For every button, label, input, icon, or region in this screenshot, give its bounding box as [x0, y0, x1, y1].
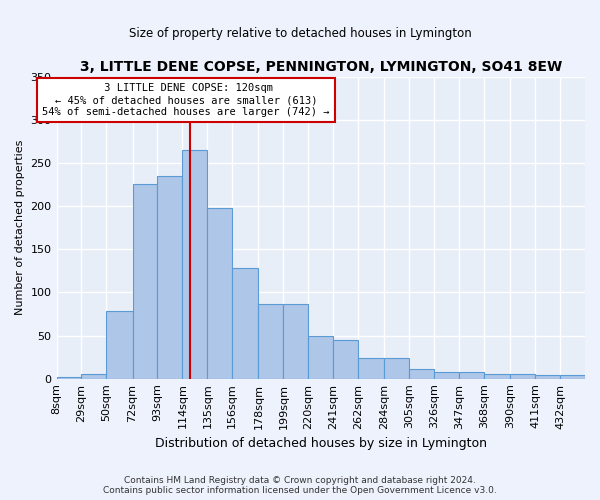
Bar — [385, 358, 409, 378]
Bar — [182, 150, 208, 378]
Bar — [510, 374, 535, 378]
Bar — [484, 374, 510, 378]
Bar — [106, 312, 133, 378]
Bar — [157, 176, 182, 378]
Bar — [208, 208, 232, 378]
Bar — [232, 268, 259, 378]
Bar — [459, 372, 484, 378]
Bar — [259, 304, 283, 378]
Y-axis label: Number of detached properties: Number of detached properties — [15, 140, 25, 316]
Bar — [133, 184, 157, 378]
Text: Contains HM Land Registry data © Crown copyright and database right 2024.
Contai: Contains HM Land Registry data © Crown c… — [103, 476, 497, 495]
Bar — [409, 369, 434, 378]
Bar — [82, 374, 106, 378]
Bar — [56, 377, 82, 378]
Bar — [308, 336, 333, 378]
Text: 3 LITTLE DENE COPSE: 120sqm
← 45% of detached houses are smaller (613)
54% of se: 3 LITTLE DENE COPSE: 120sqm ← 45% of det… — [42, 84, 330, 116]
Bar — [434, 372, 459, 378]
Title: 3, LITTLE DENE COPSE, PENNINGTON, LYMINGTON, SO41 8EW: 3, LITTLE DENE COPSE, PENNINGTON, LYMING… — [80, 60, 562, 74]
Bar — [535, 375, 560, 378]
Bar — [560, 375, 585, 378]
Bar — [283, 304, 308, 378]
Text: Size of property relative to detached houses in Lymington: Size of property relative to detached ho… — [128, 28, 472, 40]
Bar — [333, 340, 358, 378]
Bar — [358, 358, 385, 378]
X-axis label: Distribution of detached houses by size in Lymington: Distribution of detached houses by size … — [155, 437, 487, 450]
